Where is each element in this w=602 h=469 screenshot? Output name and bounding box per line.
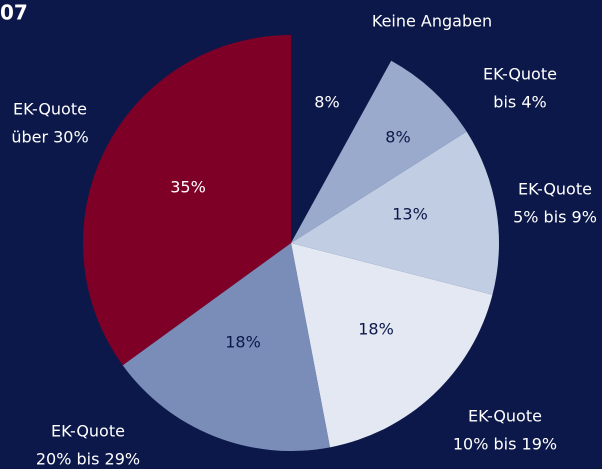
category-label: 5% bis 9%: [513, 208, 597, 227]
value-label: 13%: [392, 205, 428, 224]
value-label: 8%: [385, 128, 410, 147]
value-label: 35%: [170, 178, 206, 197]
pie-slice: [291, 243, 493, 448]
pie-slice: [291, 60, 467, 243]
pie-slice: [83, 35, 291, 366]
category-label: Keine Angaben: [372, 12, 492, 31]
pie-slice: [122, 243, 330, 451]
pie-slice: [291, 35, 392, 243]
pie-slice: [291, 131, 499, 295]
value-label: 18%: [225, 333, 261, 352]
category-label: 20% bis 29%: [36, 450, 140, 469]
category-label: EK-Quote: [13, 100, 87, 119]
category-label: über 30%: [11, 128, 88, 147]
category-label: bis 4%: [493, 93, 546, 112]
value-label: 18%: [358, 320, 394, 339]
category-label: EK-Quote: [51, 422, 125, 441]
value-label: 8%: [314, 93, 339, 112]
chart-title: 07: [0, 1, 28, 25]
category-label: 10% bis 19%: [453, 435, 557, 454]
category-label: EK-Quote: [483, 65, 557, 84]
category-label: EK-Quote: [468, 407, 542, 426]
category-label: EK-Quote: [518, 180, 592, 199]
